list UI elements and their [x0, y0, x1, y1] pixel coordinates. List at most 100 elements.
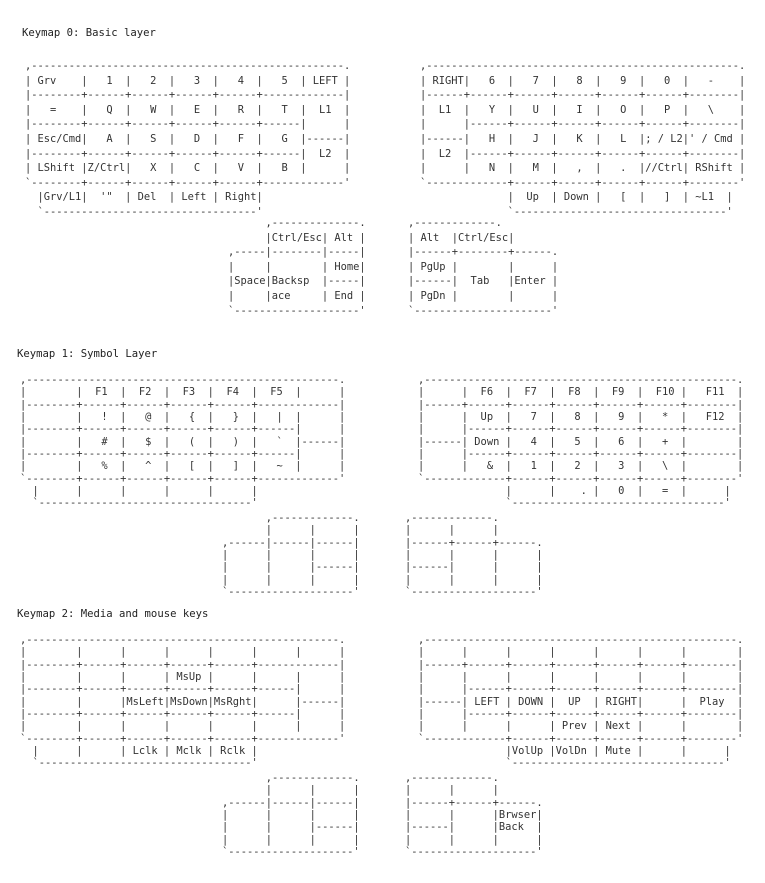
diagram-line: `--------------------': [222, 586, 360, 599]
diagram-line: | |ace | End |: [228, 289, 366, 302]
diagram-line: |--------+------+------+------+------+--…: [25, 147, 351, 160]
layer-1-left-hand-keys: ,---------------------------------------…: [20, 374, 345, 510]
diagram-line: | Up | Down | [ | ] | ~L1 |: [420, 191, 733, 204]
diagram-line: | | % | ^ | [ | ] | ~ | |: [20, 460, 346, 473]
diagram-line: | | | |: [405, 573, 543, 586]
diagram-line: ,-------------.: [405, 512, 499, 524]
diagram-line: |--------+------+------+------+------+--…: [25, 118, 351, 131]
diagram-line: | LShift |Z/Ctrl| X | C | V | B | |: [25, 162, 351, 175]
diagram-line: | | # | $ | ( | ) | ` |------|: [20, 435, 346, 448]
diagram-line: | | |Brwser|: [405, 809, 543, 822]
diagram-line: `----------------------------------': [418, 757, 731, 770]
diagram-line: |------| H | J | K | L |; / L2|' / Cmd |: [420, 132, 746, 145]
diagram-line: | Grv | 1 | 2 | 3 | 4 | 5 | LEFT |: [25, 74, 351, 87]
layer-0-left-hand-keys: ,---------------------------------------…: [25, 59, 350, 220]
diagram-line: | Alt |Ctrl/Esc|: [408, 231, 515, 244]
diagram-line: |------+------+------.: [405, 536, 543, 549]
diagram-line: |------| |Back |: [405, 821, 543, 834]
diagram-line: | | | |: [222, 573, 360, 586]
diagram-line: | | |MsLeft|MsDown|MsRght| |------|: [20, 695, 346, 708]
diagram-line: ,---------------------------------------…: [20, 374, 346, 386]
diagram-line: | | |: [222, 524, 360, 537]
diagram-line: | L1 | Y | U | I | O | P | \ |: [420, 103, 746, 116]
diagram-line: ,------|------|------|: [222, 536, 360, 549]
diagram-line: |------| | |: [405, 561, 543, 574]
diagram-line: ,-------------.: [408, 217, 502, 229]
diagram-line: |--------+------+------+------+------+--…: [20, 658, 346, 671]
diagram-line: |------+------+------+------+------+----…: [418, 398, 744, 411]
diagram-line: |Ctrl/Esc| Alt |: [228, 231, 366, 244]
layer-2-right-hand-keys: ,---------------------------------------…: [418, 634, 743, 770]
diagram-line: `--------+------+------+------+------+--…: [25, 176, 351, 189]
layer-0-title: Keymap 0: Basic layer: [22, 27, 156, 39]
diagram-line: | Esc/Cmd| A | S | D | F | G |------|: [25, 132, 351, 145]
diagram-line: | | |------|: [222, 821, 360, 834]
layer-2-left-thumb-cluster: ,-------------. | | | ,------|------|----…: [222, 772, 360, 858]
layer-2-left-hand-keys: ,---------------------------------------…: [20, 634, 345, 770]
diagram-line: | | | |: [222, 549, 360, 562]
diagram-line: | | N | M | , | . |//Ctrl| RShift |: [420, 162, 746, 175]
diagram-line: | L2 |------+------+------+------+------…: [420, 147, 746, 160]
diagram-line: | | | | Prev | Next | | |: [418, 720, 744, 733]
diagram-line: | |------+------+------+------+------+--…: [418, 708, 744, 721]
diagram-line: ,-------------.: [222, 512, 360, 524]
diagram-line: | | & | 1 | 2 | 3 | \ | |: [418, 460, 744, 473]
diagram-line: `----------------------': [408, 304, 559, 317]
diagram-line: |------| LEFT | DOWN | UP | RIGHT| | Pla…: [418, 695, 744, 708]
diagram-line: | | Up | 7 | 8 | 9 | * | F12 |: [418, 411, 744, 424]
diagram-line: `----------------------------------': [420, 205, 733, 218]
layer-2-right-thumb-cluster: ,-------------. | | | |------+------+-----…: [405, 772, 543, 858]
diagram-line: | | | | MsUp | | | |: [20, 671, 346, 684]
diagram-line: | RIGHT| 6 | 7 | 8 | 9 | 0 | - |: [420, 74, 746, 87]
diagram-line: ,---------------------------------------…: [20, 634, 346, 646]
diagram-line: | | | |: [405, 833, 543, 846]
diagram-line: ,---------------------------------------…: [418, 634, 744, 646]
diagram-line: |------+------+------+------+------+----…: [420, 89, 746, 102]
diagram-line: | | | |: [222, 809, 360, 822]
diagram-line: | PgDn | | |: [408, 289, 559, 302]
diagram-line: `--------------------': [405, 846, 543, 859]
diagram-line: |--------+------+------+------+------+--…: [25, 89, 351, 102]
diagram-line: `-------------+------+------+------+----…: [418, 472, 744, 485]
diagram-line: `----------------------------------': [25, 205, 263, 218]
layer-0-right-hand-keys: ,---------------------------------------…: [420, 59, 745, 220]
diagram-line: | | F1 | F2 | F3 | F4 | F5 | |: [20, 386, 346, 399]
diagram-line: | |------+------+------+------+------+--…: [418, 683, 744, 696]
diagram-line: | | . | 0 | = | |: [418, 485, 731, 498]
layer-1-title: Keymap 1: Symbol Layer: [17, 348, 158, 360]
diagram-line: `--------------------': [228, 304, 366, 317]
diagram-line: | | | | | | | |: [418, 646, 744, 659]
diagram-line: | | ! | @ | { | } | | | |: [20, 411, 346, 424]
diagram-line: ,-------------.: [405, 772, 499, 784]
diagram-line: | | |------|: [222, 561, 360, 574]
layer-1-left-thumb-cluster: ,-------------. | | | ,------|------|----…: [222, 512, 360, 598]
diagram-line: | | F6 | F7 | F8 | F9 | F10 | F11 |: [418, 386, 744, 399]
diagram-line: |--------+------+------+------+------+--…: [20, 683, 346, 696]
diagram-line: `--------+------+------+------+------+--…: [20, 472, 346, 485]
diagram-line: ,--------------.: [228, 217, 366, 229]
diagram-line: | | | | | | | |: [418, 671, 744, 684]
diagram-line: |--------+------+------+------+------+--…: [20, 398, 346, 411]
diagram-line: ,-----|--------|-----|: [228, 246, 366, 259]
diagram-line: |--------+------+------+------+------+--…: [20, 448, 346, 461]
layer-2-title: Keymap 2: Media and mouse keys: [17, 608, 209, 620]
diagram-line: `----------------------------------': [20, 497, 258, 510]
diagram-line: | | | |: [222, 833, 360, 846]
diagram-line: | |------+------+------+------+------+--…: [418, 423, 744, 436]
diagram-line: | | | Lclk | Mclk | Rclk |: [20, 745, 258, 758]
diagram-line: | |------+------+------+------+------+--…: [420, 118, 746, 131]
diagram-line: `--------------------': [222, 846, 360, 859]
diagram-line: | | | Home|: [228, 260, 366, 273]
diagram-line: ,---------------------------------------…: [418, 374, 744, 386]
diagram-line: | = | Q | W | E | R | T | L1 |: [25, 103, 351, 116]
diagram-line: | PgUp | | |: [408, 260, 559, 273]
diagram-line: | | |: [405, 524, 499, 537]
diagram-line: `----------------------------------': [20, 757, 258, 770]
diagram-line: ,---------------------------------------…: [420, 60, 746, 72]
layer-0-left-thumb-cluster: ,--------------. |Ctrl/Esc| Alt | ,-----|…: [228, 216, 366, 318]
layer-1-right-hand-keys: ,---------------------------------------…: [418, 374, 743, 510]
diagram-line: |------+------+------.: [405, 796, 543, 809]
diagram-line: |------| Tab |Enter |: [408, 275, 559, 288]
diagram-line: |------+--------+------.: [408, 246, 559, 259]
diagram-line: `--------+------+------+------+------+--…: [20, 732, 346, 745]
